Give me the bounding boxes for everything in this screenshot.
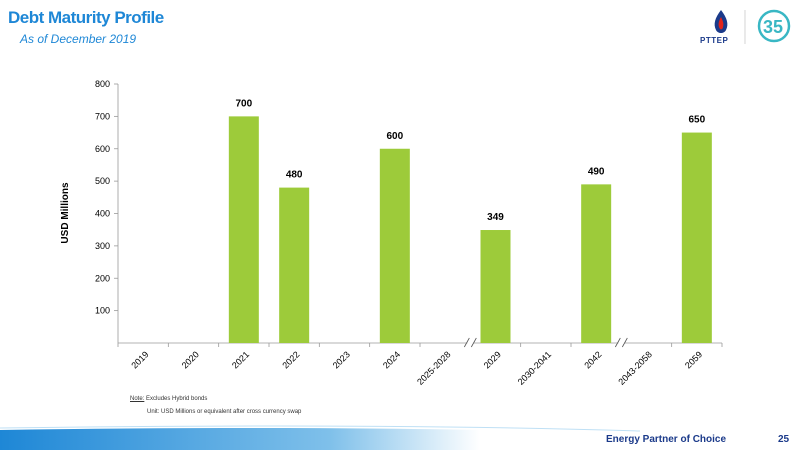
note: Note: Excludes Hybrid bonds: [130, 396, 207, 402]
y-tick-label: 300: [95, 241, 110, 251]
svg-text:35: 35: [763, 17, 783, 37]
bar-2024: [379, 148, 410, 343]
note-text: Excludes Hybrid bonds: [146, 396, 208, 402]
x-tick-label: 2030-2041: [516, 349, 554, 387]
axis-break-mark: [614, 337, 628, 348]
page-title: Debt Maturity Profile: [8, 8, 164, 27]
x-tick-label: 2029: [482, 349, 503, 370]
page-subtitle: As of December 2019: [20, 32, 137, 46]
y-tick-label: 400: [95, 209, 110, 219]
bar-2059: [681, 132, 712, 343]
x-tick-label: 2059: [683, 349, 704, 370]
y-tick-label: 100: [95, 306, 110, 316]
data-label-2029: 349: [487, 212, 504, 223]
anniversary-35-icon: 35: [757, 9, 791, 43]
x-tick-label: 2022: [280, 349, 301, 370]
y-axis-title: USD Millions: [60, 182, 71, 244]
bar-2029: [480, 230, 511, 343]
data-label-2059: 650: [688, 115, 705, 126]
flame-icon: [714, 10, 728, 33]
axis-break-gap: [618, 338, 625, 348]
data-label-2024: 600: [386, 131, 403, 142]
axis-break-mark: [463, 337, 477, 348]
data-label-2042: 490: [588, 166, 605, 177]
footer-wave: [0, 425, 641, 450]
page-number: 25: [778, 434, 790, 445]
data-label-2022: 480: [286, 170, 303, 181]
y-tick-label: 500: [95, 176, 110, 186]
x-tick-label: 2024: [381, 349, 402, 370]
pttep-logo: 35: [714, 9, 791, 44]
footer-tagline: Energy Partner of Choice: [606, 434, 727, 445]
x-tick-label: 2019: [129, 349, 150, 370]
x-tick-label: 2023: [331, 349, 352, 370]
bar-2022: [279, 187, 310, 343]
note-label: Note:: [130, 396, 145, 402]
bar-2021: [228, 116, 259, 343]
x-tick-label: 2025-2028: [415, 349, 453, 387]
x-tick-label: 2021: [230, 349, 251, 370]
data-label-2021: 700: [235, 98, 252, 109]
y-tick-label: 200: [95, 273, 110, 283]
x-tick-label: 2020: [180, 349, 201, 370]
x-tick-label: 2043-2058: [616, 349, 654, 387]
y-tick-label: 800: [95, 79, 110, 89]
bar-2042: [581, 184, 612, 343]
axis-break-gap: [467, 338, 474, 348]
unit-note: Unit: USD Millions or equivalent after c…: [147, 409, 302, 415]
y-tick-label: 600: [95, 144, 110, 154]
y-tick-label: 700: [95, 111, 110, 121]
x-tick-label: 2042: [582, 349, 603, 370]
logo-text: PTTEP: [700, 36, 729, 45]
